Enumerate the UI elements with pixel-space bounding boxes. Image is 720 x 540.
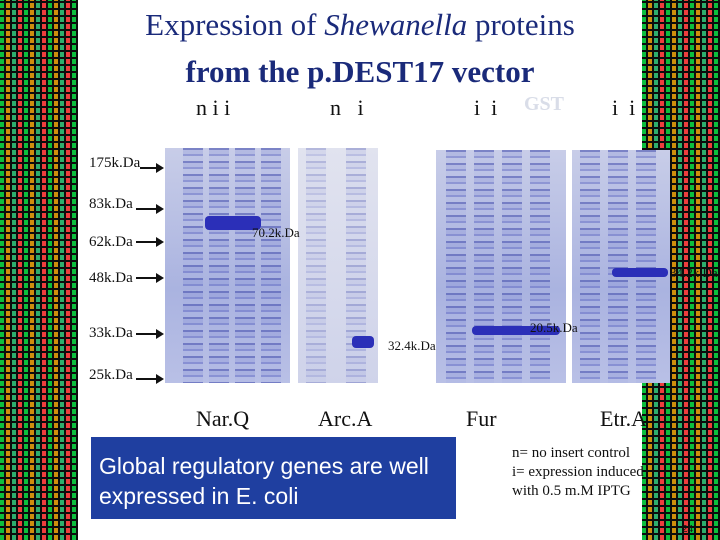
legend-line-2: i= expression induced: [512, 464, 644, 480]
page-number: 24: [682, 524, 694, 535]
marker-arrow-175: [140, 163, 164, 173]
organism-name: Shewanella: [324, 7, 468, 42]
marker-arrow-83: [136, 204, 164, 214]
legend: n= no insert control i= expression induc…: [512, 444, 682, 501]
gel-image-narq: [165, 148, 290, 383]
band-annotation-narq: 70.2k.Da: [252, 225, 300, 240]
band-annotation-arca: 32.4k.Da: [388, 338, 436, 353]
slide-title-line1: Expression of Shewanella proteins: [145, 7, 575, 42]
lane-label-narq: n i i: [196, 95, 231, 120]
lane-label-arca: n i: [330, 95, 364, 120]
marker-33kda: 33k.Da: [89, 325, 133, 341]
gel-image-arca: [298, 148, 378, 383]
marker-83kda: 83k.Da: [89, 196, 133, 212]
legend-line-1: n= no insert control: [512, 445, 631, 461]
decorative-strip-left: [0, 0, 78, 540]
band-annotation-fur: 20.5k.Da: [530, 320, 578, 335]
gst-label: GST: [524, 93, 565, 115]
protein-label-fur: Fur: [466, 406, 497, 431]
marker-arrow-62: [136, 237, 164, 247]
protein-label-arca: Arc.A: [318, 406, 373, 431]
lane-label-fur: i i: [474, 95, 498, 120]
marker-arrow-25: [136, 374, 164, 384]
marker-62kda: 62k.Da: [89, 234, 133, 250]
summary-box: Global regulatory genes are well express…: [91, 437, 456, 519]
gel-image-fur: [436, 150, 566, 383]
protein-label-etra: Etr.A: [600, 406, 648, 431]
marker-arrow-33: [136, 329, 164, 339]
protein-label-narq: Nar.Q: [196, 406, 250, 431]
marker-25kda: 25k.Da: [89, 367, 133, 383]
marker-48kda: 48k.Da: [89, 270, 133, 286]
band-annotation-etra: 34.2k.Da: [670, 265, 718, 280]
legend-line-3: with 0.5 m.M IPTG: [512, 483, 631, 499]
gel-image-etra: [572, 150, 670, 383]
marker-175kda: 175k.Da: [89, 155, 141, 171]
slide-title-line2: from the p.DEST17 vector: [185, 54, 535, 89]
marker-arrow-48: [136, 273, 164, 283]
lane-label-etra: i i: [612, 95, 636, 120]
